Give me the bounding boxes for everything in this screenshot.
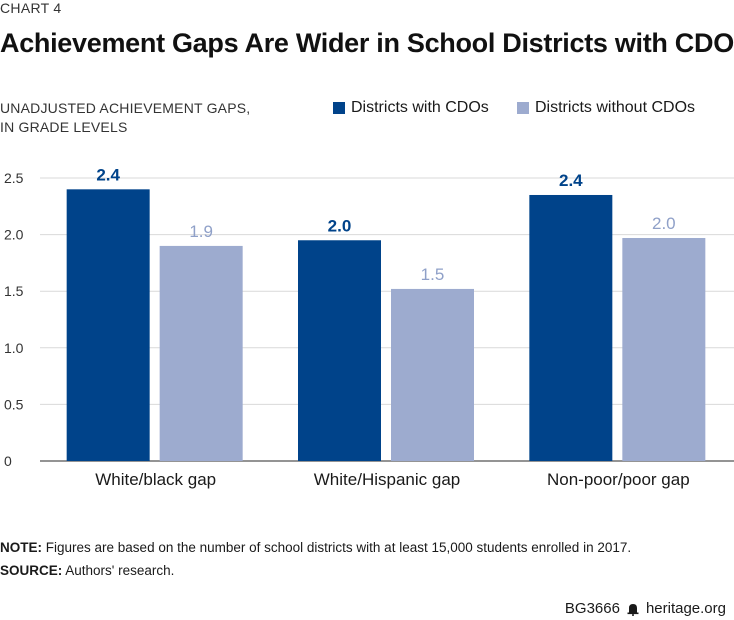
legend-label-without-cdos: Districts without CDOs xyxy=(535,99,696,116)
x-tick-label: White/black gap xyxy=(95,470,216,489)
y-tick-label: 1.0 xyxy=(4,340,24,356)
chart-label: CHART 4 xyxy=(0,0,62,16)
legend-item-without-cdos: Districts without CDOs xyxy=(517,99,695,117)
data-label: 2.0 xyxy=(652,214,676,233)
bar xyxy=(391,288,474,461)
chart-text: 0 0.5 1.0 1.5 2.0 2.5 2.4 1.9 White/black gap 2.0… xyxy=(4,165,690,489)
legend-swatch-without-cdos xyxy=(517,102,529,114)
site-name[interactable]: heritage.org xyxy=(645,600,726,617)
data-label: 2.4 xyxy=(559,171,583,190)
chart-note: NOTE: Figures are based on the number of… xyxy=(0,540,631,555)
bar xyxy=(529,194,613,462)
source-lead: SOURCE: xyxy=(0,563,63,578)
bar-chart: 0 0.5 1.0 1.5 2.0 2.5 2.4 1.9 White/black gap 2.0… xyxy=(4,165,734,489)
y-tick-label: 2.0 xyxy=(4,227,24,243)
bar xyxy=(622,237,706,461)
bell-icon xyxy=(626,602,640,616)
y-axis-label-line-2: IN GRADE LEVELS xyxy=(0,119,128,135)
note-lead: NOTE: xyxy=(0,540,42,555)
legend-swatch-with-cdos xyxy=(333,102,345,114)
x-tick-label: White/Hispanic gap xyxy=(314,470,460,489)
bar xyxy=(159,245,243,461)
source-text: Authors' research. xyxy=(65,563,175,578)
data-label: 1.5 xyxy=(421,265,445,284)
chart-source: SOURCE: Authors' research. xyxy=(0,563,174,578)
chart-title: Achievement Gaps Are Wider in School Dis… xyxy=(0,28,734,58)
report-code: BG3666 xyxy=(564,600,620,617)
y-tick-label: 0.5 xyxy=(4,396,24,412)
note-text: Figures are based on the number of schoo… xyxy=(45,540,632,555)
y-axis-label-line-1: UNADJUSTED ACHIEVEMENT GAPS, xyxy=(0,100,251,116)
x-tick-label: Non-poor/poor gap xyxy=(547,470,690,489)
y-tick-label: 0 xyxy=(4,453,12,469)
y-tick-label: 2.5 xyxy=(4,170,24,186)
footer: BG3666 heritage.org xyxy=(565,600,726,617)
data-label: 1.9 xyxy=(189,222,213,241)
bars xyxy=(66,189,706,462)
y-tick-label: 1.5 xyxy=(4,283,24,299)
bar xyxy=(66,189,150,461)
data-label: 2.4 xyxy=(96,165,120,184)
bar xyxy=(298,240,381,461)
data-label: 2.0 xyxy=(328,216,352,235)
legend-label-with-cdos: Districts with CDOs xyxy=(351,99,489,116)
gridlines xyxy=(40,177,734,462)
y-axis-label: UNADJUSTED ACHIEVEMENT GAPS, IN GRADE LE… xyxy=(0,99,260,137)
legend-item-with-cdos: Districts with CDOs xyxy=(333,99,489,117)
